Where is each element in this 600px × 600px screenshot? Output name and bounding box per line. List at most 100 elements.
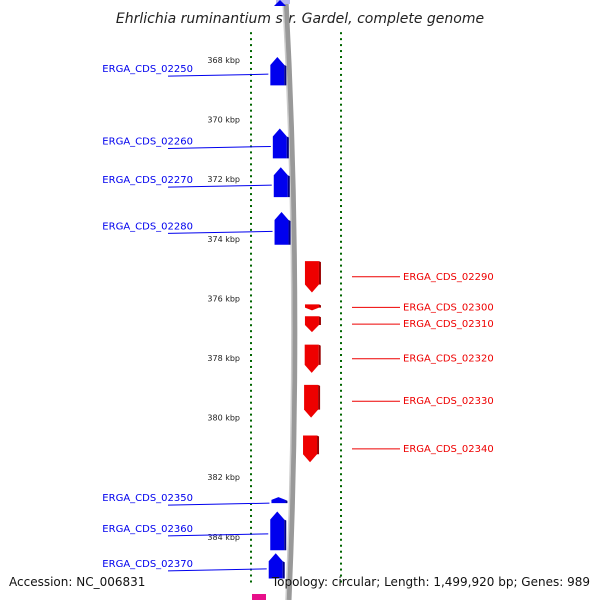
reverse-cds-arrow [304,261,319,293]
minor-tick-right [340,413,342,416]
minor-tick-left [250,520,252,523]
minor-tick-right [340,377,342,380]
minor-tick-left [250,216,252,219]
minor-tick-right [340,294,342,297]
forward-cds-shade [287,175,290,198]
forward-label-leader [167,230,273,234]
minor-tick-right [340,169,342,172]
minor-tick-left [250,318,252,321]
scale-tick-label: 378 kbp [207,354,240,363]
minor-tick-left [250,538,252,541]
forward-gene-label: ERGA_CDS_02350 [102,493,193,504]
minor-tick-left [250,383,252,386]
genome-summary-text: Topology: circular; Length: 1,499,920 bp… [271,575,590,589]
minor-tick-right [340,145,342,148]
minor-tick-left [250,127,252,130]
minor-tick-right [340,97,342,100]
forward-label-leader [167,502,270,506]
minor-tick-left [250,294,252,297]
minor-tick-left [250,205,252,208]
minor-tick-left [250,389,252,392]
reverse-gene-label: ERGA_CDS_02320 [403,354,494,365]
reverse-gene-label: ERGA_CDS_02330 [403,396,494,407]
reverse-cds-arrow [303,435,318,463]
reverse-gene-label: ERGA_CDS_02310 [403,319,494,330]
scale-tick-label: 376 kbp [207,294,240,303]
reverse-cds-arrow [304,344,319,373]
minor-tick-left [250,365,252,368]
minor-tick-left [250,163,252,166]
minor-tick-right [340,318,342,321]
minor-tick-right [340,258,342,261]
minor-tick-left [250,210,252,213]
minor-tick-right [340,210,342,213]
minor-tick-left [250,485,252,488]
minor-tick-left [250,443,252,446]
minor-tick-left [250,544,252,547]
minor-tick-left [250,44,252,47]
minor-tick-right [340,473,342,476]
minor-tick-left [250,407,252,410]
minor-tick-right [340,127,342,130]
minor-tick-right [340,389,342,392]
minor-tick-left [250,222,252,225]
scale-tick-label: 382 kbp [207,473,240,482]
minor-tick-right [340,538,342,541]
minor-tick-left [250,574,252,577]
scale-tick-label: 374 kbp [207,235,240,244]
genome-backbone [283,0,298,600]
reverse-cds-shade [318,384,321,410]
map-title: Ehrlichia ruminantium str. Gardel, compl… [116,11,484,27]
minor-tick-right [340,497,342,500]
minor-tick-left [250,306,252,309]
minor-tick-right [340,73,342,76]
minor-tick-right [340,228,342,231]
minor-tick-right [340,312,342,315]
minor-tick-right [340,199,342,202]
minor-tick-right [340,359,342,362]
minor-tick-left [250,181,252,184]
minor-tick-left [250,157,252,160]
minor-tick-right [340,157,342,160]
scale-tick-label: 368 kbp [207,56,240,65]
minor-tick-right [340,175,342,178]
minor-tick-right [340,246,342,249]
forward-label-leader [167,73,269,77]
minor-tick-right [340,568,342,571]
forward-gene-label: ERGA_CDS_02280 [102,221,193,232]
minor-tick-left [250,491,252,494]
minor-tick-left [250,473,252,476]
scale-tick-label: 370 kbp [207,116,240,125]
reverse-cds-shade [318,261,321,285]
minor-tick-left [250,395,252,398]
minor-tick-right [340,449,342,452]
minor-tick-left [250,282,252,285]
minor-tick-right [340,330,342,333]
forward-gene-label: ERGA_CDS_02370 [102,559,193,570]
reverse-cds-arrow [304,304,319,311]
minor-tick-left [250,556,252,559]
minor-tick-right [340,306,342,309]
minor-tick-right [340,193,342,196]
minor-tick-right [340,56,342,59]
minor-tick-right [340,205,342,208]
minor-tick-right [340,252,342,255]
forward-gene-label: ERGA_CDS_02250 [102,64,193,75]
scale-ticks-left [250,32,252,583]
forward-label-leader [167,533,269,537]
forward-cds-shade [285,499,288,504]
minor-tick-left [250,121,252,124]
forward-cds-shade [282,561,285,579]
minor-tick-right [340,222,342,225]
minor-tick-right [340,461,342,464]
minor-tick-right [340,425,342,428]
minor-tick-right [340,556,342,559]
minor-tick-right [340,491,342,494]
minor-tick-left [250,377,252,380]
minor-tick-right [340,103,342,106]
minor-tick-right [340,240,342,243]
forward-gene-label: ERGA_CDS_02260 [102,136,193,147]
minor-tick-left [250,258,252,261]
forward-gene-label: ERGA_CDS_02270 [102,175,193,186]
